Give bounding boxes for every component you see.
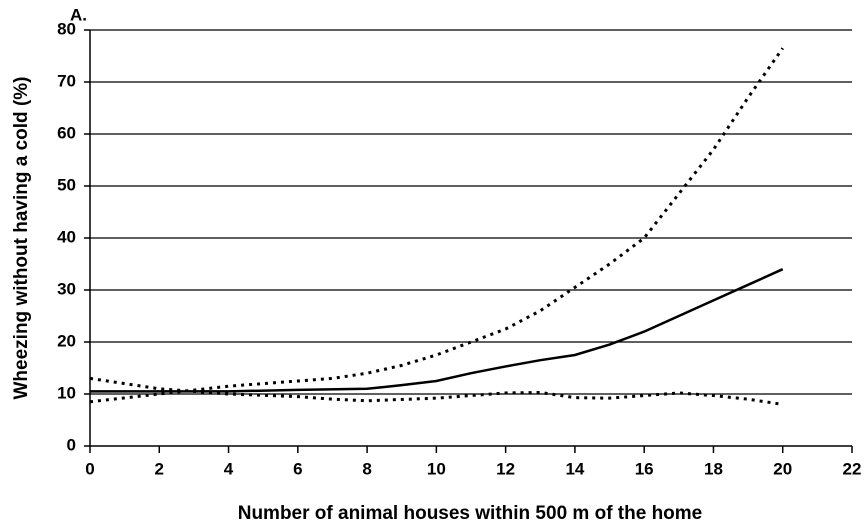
- x-tick-label: 10: [427, 459, 446, 478]
- y-tick-label: 0: [67, 435, 76, 454]
- series-line: [90, 268, 784, 393]
- x-tick-label: 8: [362, 459, 371, 478]
- x-tick-label: 4: [224, 459, 234, 478]
- y-tick-label: 10: [57, 383, 76, 402]
- y-tick-label: 60: [57, 123, 76, 142]
- y-axis-label: Wheezing without having a cold (%): [11, 77, 32, 400]
- x-tick-label: 6: [293, 459, 302, 478]
- x-tick-label: 20: [773, 459, 792, 478]
- series-line: [89, 47, 784, 404]
- x-tick-label: 12: [496, 459, 515, 478]
- y-tick-label: 80: [57, 19, 76, 38]
- y-tick-label: 40: [57, 227, 76, 246]
- x-axis-label: Number of animal houses within 500 m of …: [238, 503, 703, 524]
- chart-title: A.: [70, 5, 87, 24]
- series-line: [89, 376, 783, 406]
- x-tick-label: 18: [704, 459, 723, 478]
- x-tick-label: 16: [635, 459, 654, 478]
- x-tick-label: 2: [155, 459, 164, 478]
- y-tick-label: 20: [57, 331, 76, 350]
- y-tick-label: 30: [57, 279, 76, 298]
- x-tick-label: 0: [85, 459, 94, 478]
- x-tick-label: 22: [843, 459, 862, 478]
- x-tick-label: 14: [565, 459, 584, 478]
- y-tick-label: 50: [57, 175, 76, 194]
- y-tick-label: 70: [57, 71, 76, 90]
